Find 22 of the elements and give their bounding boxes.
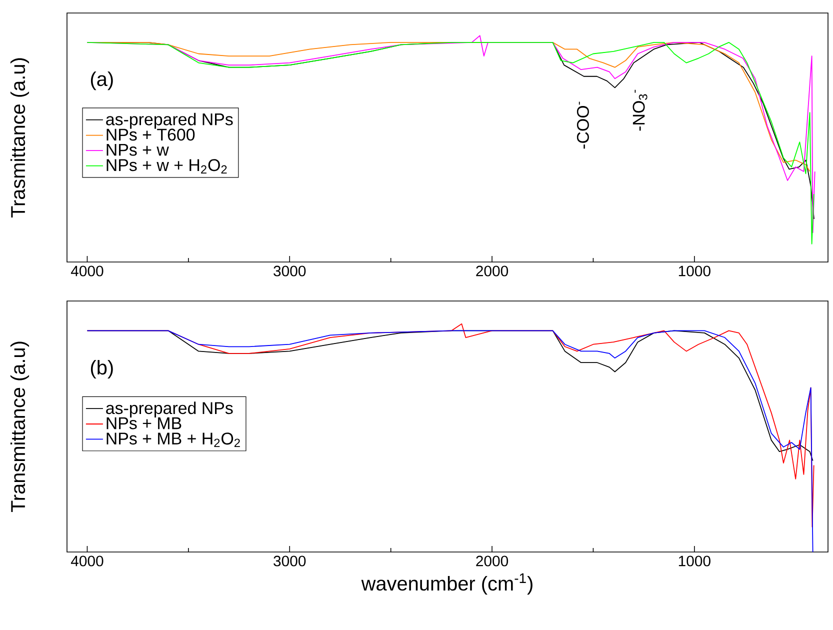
x-tick-label: 1000 (678, 266, 710, 276)
y-axis-title: Transmittance (a.u) (10, 342, 30, 512)
annotation: -COO$^{-}$ (576, 102, 589, 149)
x-tick-label: 2000 (476, 556, 508, 566)
x-tick-label: 3000 (274, 556, 306, 566)
legend-label: as-prepared NPs (106, 112, 233, 129)
legend-label: NPs + MB + H$_{2}$O$_{2}$ (106, 432, 240, 447)
x-tick-label: 2000 (476, 266, 508, 276)
legend-label: NPs + T600 (106, 128, 195, 141)
x-tick-label: 4000 (70, 556, 104, 566)
legend-label: NPs + w (106, 144, 169, 156)
legend-label: NPs + w + H$_{2}$O$_{2}$ (106, 159, 227, 174)
y-axis-title: Trasmittance (a.u) (10, 58, 30, 218)
annotation: (b) (90, 360, 113, 379)
x-tick-label: 3000 (274, 266, 306, 276)
annotation: (a) (90, 72, 113, 90)
x-tick-label: 1000 (678, 556, 710, 566)
annotation: -NO$_{3}$- (632, 90, 648, 131)
x-axis-title: wavenumber (cm$^{-1}$) (361, 573, 532, 595)
legend-label: NPs + MB (106, 417, 182, 430)
legend-label: as-prepared NPs (106, 402, 233, 418)
x-tick-label: 4000 (70, 266, 104, 276)
